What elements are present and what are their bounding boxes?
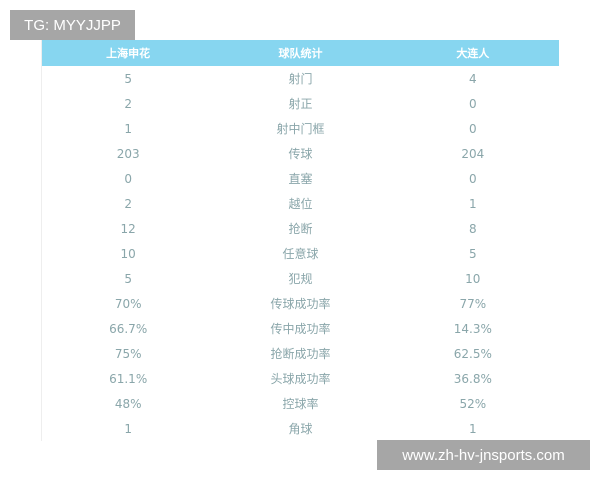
table-row: 1 射中门框 0: [42, 116, 559, 141]
home-value: 0: [124, 171, 132, 186]
table-row: 10 任意球 5: [42, 241, 559, 266]
away-value: 204: [461, 146, 485, 161]
header-home-team: 上海申花: [106, 47, 151, 60]
stat-name: 越位: [288, 197, 313, 211]
table-row: 5 射门 4: [42, 66, 559, 91]
away-value: 0: [469, 171, 477, 186]
away-value: 62.5%: [453, 346, 492, 361]
away-value: 4: [469, 71, 477, 86]
away-value: 0: [469, 96, 477, 111]
home-value: 2: [124, 96, 132, 111]
stat-name: 头球成功率: [270, 372, 331, 386]
away-value: 8: [469, 221, 477, 236]
table-row: 61.1% 头球成功率 36.8%: [42, 366, 559, 391]
home-value: 1: [124, 121, 132, 136]
home-value: 5: [124, 71, 132, 86]
stat-name: 抢断: [288, 222, 313, 236]
table-row: 70% 传球成功率 77%: [42, 291, 559, 316]
away-value: 10: [465, 271, 481, 286]
table-row: 2 射正 0: [42, 91, 559, 116]
watermark-bottom: www.zh-hv-jnsports.com: [377, 440, 590, 470]
away-value: 77%: [459, 296, 487, 311]
home-value: 75%: [114, 346, 142, 361]
stat-name: 犯规: [288, 272, 313, 286]
stat-name: 控球率: [282, 397, 319, 411]
home-value: 2: [124, 196, 132, 211]
away-value: 0: [469, 121, 477, 136]
table-row: 75% 抢断成功率 62.5%: [42, 341, 559, 366]
table-row: 0 直塞 0: [42, 166, 559, 191]
stat-name: 抢断成功率: [270, 347, 331, 361]
stat-name: 射门: [288, 72, 313, 86]
table-row: 12 抢断 8: [42, 216, 559, 241]
header-away-team: 大连人: [456, 47, 490, 60]
watermark-top: TG: MYYJJPP: [10, 10, 135, 40]
away-value: 52%: [459, 396, 487, 411]
table-row: 66.7% 传中成功率 14.3%: [42, 316, 559, 341]
away-value: 5: [469, 246, 477, 261]
home-value: 61.1%: [109, 371, 148, 386]
home-value: 203: [116, 146, 140, 161]
home-value: 48%: [114, 396, 142, 411]
away-value: 1: [469, 421, 477, 436]
table-row: 5 犯规 10: [42, 266, 559, 291]
table-header: 上海申花 球队统计 大连人: [42, 40, 559, 66]
stat-name: 传中成功率: [270, 322, 331, 336]
table-row: 203 传球 204: [42, 141, 559, 166]
home-value: 1: [124, 421, 132, 436]
away-value: 1: [469, 196, 477, 211]
stat-name: 射中门框: [276, 122, 325, 136]
home-value: 70%: [114, 296, 142, 311]
table-row: 48% 控球率 52%: [42, 391, 559, 416]
stat-name: 传球: [288, 147, 313, 161]
home-value: 10: [120, 246, 136, 261]
stat-name: 角球: [288, 422, 313, 436]
home-value: 5: [124, 271, 132, 286]
stat-name: 传球成功率: [270, 297, 331, 311]
table-row: 2 越位 1: [42, 191, 559, 216]
team-stats-table: 上海申花 球队统计 大连人 5 射门 4 2 射正 0 1 射中门框 0 203 传球 204 0 直塞 0…: [41, 40, 559, 441]
stat-name: 射正: [288, 97, 313, 111]
away-value: 36.8%: [453, 371, 492, 386]
table-row: 1 角球 1: [42, 416, 559, 441]
away-value: 14.3%: [453, 321, 492, 336]
stat-name: 直塞: [288, 172, 313, 186]
header-stat: 球队统计: [278, 47, 323, 60]
home-value: 66.7%: [109, 321, 148, 336]
home-value: 12: [120, 221, 136, 236]
stat-name: 任意球: [282, 247, 319, 261]
